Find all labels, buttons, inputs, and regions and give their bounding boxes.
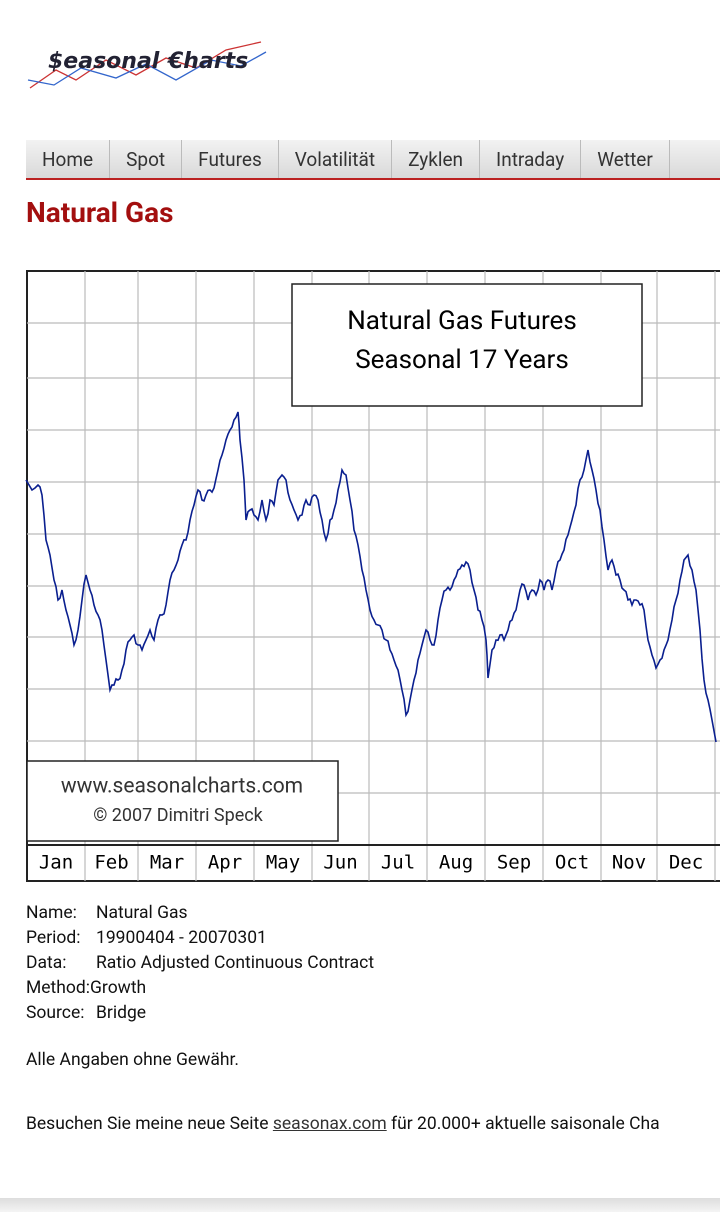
info-row: Data: Ratio Adjusted Continuous Contract (26, 951, 374, 976)
info-value: Bridge (96, 1003, 147, 1023)
info-label: Name: (26, 903, 77, 923)
month-label: Jun (323, 852, 357, 874)
page-title: Natural Gas (26, 196, 174, 229)
month-axis: Jan Feb Mar Apr May Jun Jul Aug Sep Oct Nov Dec (39, 852, 703, 874)
month-label: Jul (381, 852, 415, 874)
info-label: Data: (26, 953, 67, 973)
info-row: Name: Natural Gas (26, 901, 374, 926)
logo-wave (27, 51, 267, 86)
logo-text: $easonal (48, 49, 160, 74)
month-label: Dec (669, 852, 703, 874)
month-label: Jan (39, 852, 73, 874)
chart-title-box (291, 283, 643, 407)
nav-item[interactable]: Wetter (581, 140, 670, 178)
info-row: Period: 19900404 - 20070301 (26, 926, 374, 951)
month-label: May (266, 852, 300, 874)
info-value: Natural Gas (96, 903, 188, 923)
nav-bar: Home Spot Futures Volatilität Zyklen Intraday… (26, 140, 720, 180)
logo-wave (29, 41, 262, 89)
nav-item[interactable]: Home (26, 140, 111, 178)
info-label: Source: (26, 1003, 85, 1023)
month-label: Mar (150, 852, 184, 874)
disclaimer: Alle Angaben ohne Gewähr. (26, 1050, 239, 1070)
visit-line: Besuchen Sie meine neue Seite seasonax.c… (26, 1114, 660, 1134)
info-value: Ratio Adjusted Continuous Contract (96, 953, 375, 973)
info-value: 19900404 - 20070301 (96, 928, 267, 948)
chart-title: Seasonal 17 Years (355, 345, 569, 375)
month-label: Nov (612, 852, 646, 874)
logo[interactable]: $easonal €harts (26, 30, 276, 95)
nav-item[interactable]: Intraday (480, 140, 582, 178)
chart-image: Natural Gas Futures Seasonal 17 Years ww… (25, 270, 720, 882)
info-label: Method: (26, 978, 91, 998)
month-label: Aug (439, 852, 473, 874)
text: für 20.000+ aktuelle saisonale Cha (391, 1114, 660, 1134)
link[interactable]: seasonax.com (272, 1114, 387, 1134)
info-label: Period: (26, 928, 81, 948)
nav-item[interactable]: Volatilität (279, 140, 393, 178)
chart-title: Natural Gas Futures (347, 306, 577, 336)
month-label: Feb (94, 852, 128, 874)
month-label: Sep (497, 852, 531, 874)
watermark: www.seasonalcharts.com (61, 775, 303, 799)
nav-item[interactable]: Zyklen (392, 140, 481, 178)
watermark-box (26, 760, 339, 842)
info-row: Source: Bridge (26, 1001, 374, 1026)
nav-item[interactable]: Spot (110, 140, 183, 178)
text: Besuchen Sie meine neue Seite (26, 1114, 269, 1134)
seasonal-line (25, 411, 717, 743)
logo-text: €harts (167, 49, 248, 74)
month-label: Apr (208, 852, 242, 874)
info-list: Name: Natural Gas Period: 19900404 - 200703… (26, 901, 374, 1026)
month-label: Oct (555, 852, 589, 874)
nav-item[interactable]: Futures (182, 140, 279, 178)
info-row: Method: Growth (26, 976, 374, 1001)
info-value: Growth (90, 978, 147, 998)
footer-bar (0, 1198, 720, 1212)
watermark: © 2007 Dimitri Speck (93, 805, 263, 826)
